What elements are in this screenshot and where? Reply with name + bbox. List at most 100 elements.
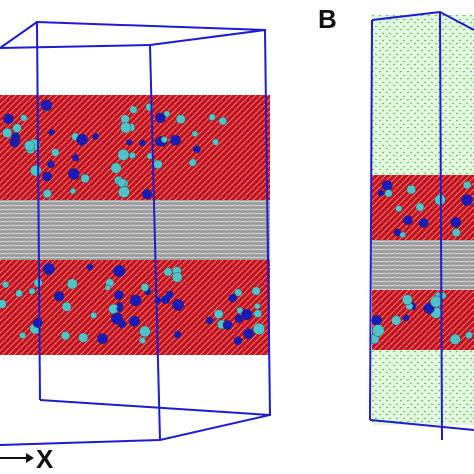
- ion-group: [369, 180, 473, 345]
- ion: [118, 186, 130, 198]
- ion: [128, 315, 140, 327]
- ion: [125, 139, 133, 146]
- ion: [112, 264, 126, 278]
- ion: [0, 299, 7, 309]
- ion: [53, 291, 65, 302]
- ion: [20, 114, 28, 122]
- ion: [114, 290, 124, 300]
- ion: [19, 332, 26, 339]
- ion: [253, 309, 263, 318]
- ion: [129, 294, 142, 307]
- ion: [450, 217, 462, 228]
- ion: [381, 180, 393, 192]
- ion: [138, 139, 147, 147]
- ion: [175, 114, 186, 125]
- ion: [451, 228, 461, 238]
- axis-label: X: [36, 444, 54, 474]
- ion: [104, 284, 111, 291]
- ion: [371, 315, 383, 326]
- ion: [68, 168, 80, 180]
- ion: [384, 189, 393, 198]
- ion: [15, 289, 23, 298]
- ion: [139, 325, 151, 338]
- ion: [173, 330, 182, 339]
- ion: [86, 263, 94, 271]
- ion: [12, 123, 22, 133]
- ion: [48, 129, 55, 136]
- ion: [160, 136, 168, 144]
- ion: [78, 332, 89, 343]
- ion: [66, 278, 78, 290]
- ion: [192, 145, 201, 154]
- ion: [47, 160, 55, 169]
- ion: [2, 281, 10, 289]
- ion: [253, 302, 261, 310]
- ion: [163, 267, 173, 277]
- ion: [372, 324, 385, 337]
- ion: [128, 151, 136, 160]
- ion: [23, 140, 35, 152]
- ion: [418, 217, 429, 228]
- ion: [80, 173, 90, 184]
- right-panel: B: [318, 4, 474, 441]
- ion: [212, 138, 219, 146]
- ion: [406, 184, 417, 195]
- ion: [92, 133, 99, 140]
- ion: [252, 322, 265, 335]
- ion: [464, 331, 473, 340]
- ion: [11, 132, 20, 141]
- ion: [116, 305, 124, 313]
- ion: [71, 154, 80, 162]
- ion: [90, 311, 98, 319]
- ion: [161, 294, 171, 305]
- chain-layer: [0, 200, 270, 260]
- ion: [117, 178, 127, 188]
- ion: [461, 194, 473, 207]
- ion: [172, 272, 183, 283]
- ion: [395, 205, 403, 213]
- ion: [213, 309, 224, 319]
- ion: [97, 333, 108, 345]
- ion: [191, 130, 199, 138]
- ion: [61, 301, 72, 312]
- ion: [402, 294, 413, 305]
- panel-label: B: [318, 4, 337, 34]
- ion: [110, 162, 122, 174]
- ion: [218, 116, 228, 126]
- ion: [172, 298, 185, 311]
- ion: [42, 189, 52, 199]
- ion: [391, 315, 402, 326]
- ion: [402, 215, 413, 226]
- ion: [228, 293, 238, 303]
- ion: [234, 288, 243, 297]
- ion: [241, 308, 253, 321]
- ion: [155, 112, 166, 124]
- ion: [140, 283, 150, 292]
- ion: [233, 336, 243, 346]
- ion: [141, 188, 153, 200]
- ion: [222, 320, 233, 330]
- ion: [40, 99, 53, 111]
- ion: [129, 105, 138, 114]
- ion: [449, 333, 461, 345]
- ion: [2, 127, 13, 138]
- ion: [208, 113, 216, 121]
- ion: [170, 134, 181, 146]
- ion: [28, 287, 36, 295]
- ion: [377, 189, 385, 197]
- ion: [139, 336, 146, 344]
- ion: [60, 331, 71, 341]
- ion: [32, 317, 43, 328]
- ion: [243, 328, 254, 340]
- ion: [42, 171, 53, 182]
- ion: [399, 231, 407, 239]
- ion: [205, 316, 214, 325]
- ion: [110, 312, 124, 325]
- ion-group: [0, 99, 265, 346]
- ion: [3, 113, 14, 125]
- ion: [76, 133, 89, 146]
- ion: [120, 122, 132, 134]
- ion: [117, 148, 130, 161]
- ion: [251, 286, 261, 296]
